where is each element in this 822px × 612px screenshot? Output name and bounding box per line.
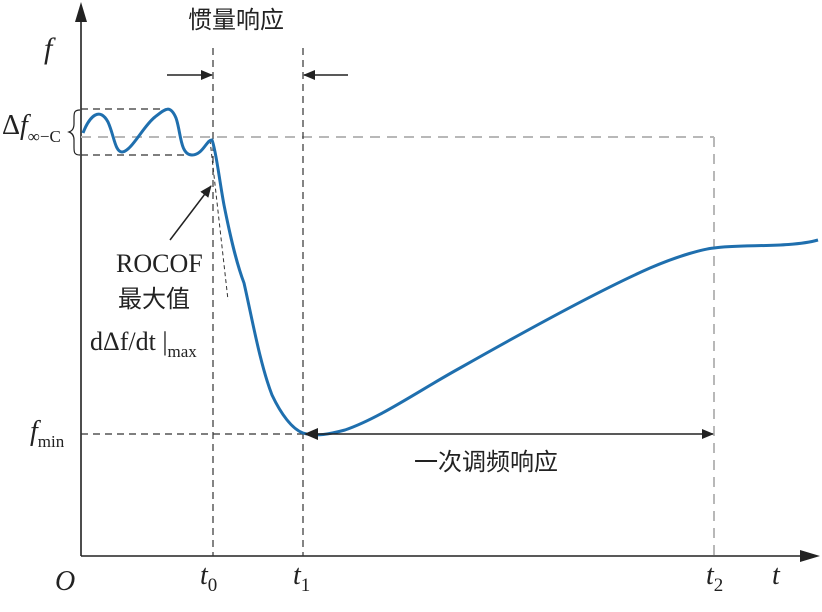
- t2-label: t2: [706, 560, 723, 596]
- fmin-label: fmin: [30, 416, 65, 451]
- y-axis-arrow-icon: [75, 2, 87, 22]
- rocof-tangent-line: [209, 139, 229, 301]
- rocof-pointer-arrow: [169, 185, 212, 241]
- t1-label: t1: [293, 560, 310, 596]
- origin-label: O: [55, 566, 75, 597]
- x-axis-arrow-icon: [800, 550, 820, 562]
- primary-response-label: 一次调频响应: [414, 448, 558, 476]
- rocof-formula-label: dΔf/dt |max: [90, 327, 197, 361]
- delta-f-brace: [67, 109, 81, 156]
- primary-response-arrow-left-icon: [304, 428, 318, 440]
- x-axis-label: t: [772, 560, 781, 591]
- frequency-curve: [81, 107, 819, 437]
- y-axis-label: f: [44, 32, 56, 65]
- inertia-response-label: 惯量响应: [188, 6, 284, 34]
- delta-f-label: Δf∞−C: [2, 110, 61, 146]
- rocof-max-label: 最大值: [118, 285, 190, 313]
- t0-label: t0: [200, 560, 217, 596]
- rocof-label: ROCOF: [116, 249, 203, 278]
